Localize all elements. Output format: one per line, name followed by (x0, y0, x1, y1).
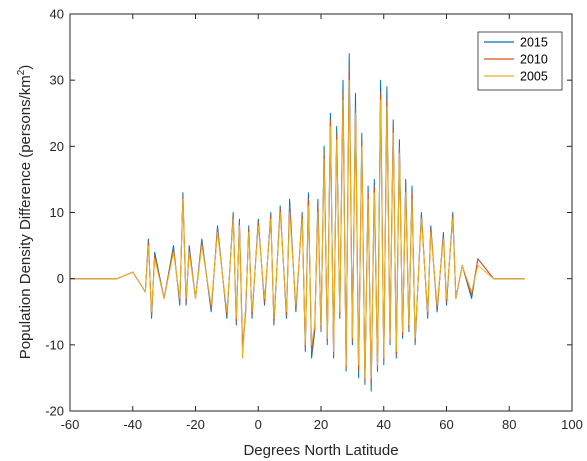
legend-label-2005: 2005 (520, 70, 548, 84)
series-line-2005 (70, 79, 525, 379)
x-tick-label: 100 (561, 417, 583, 432)
legend-label-2010: 2010 (520, 53, 548, 67)
y-tick-label: 10 (50, 205, 64, 220)
y-axis: -20 -10 0 10 20 30 40 (45, 7, 572, 419)
x-tick-label: -40 (123, 417, 142, 432)
x-tick-label: 80 (502, 417, 516, 432)
x-tick-label: 0 (255, 417, 262, 432)
x-tick-label: 20 (314, 417, 328, 432)
x-tick-label: -60 (61, 417, 80, 432)
x-tick-label: 60 (439, 417, 453, 432)
y-tick-label: 20 (50, 139, 64, 154)
x-axis-label: Degrees North Latitude (243, 442, 398, 459)
y-tick-label: 0 (57, 271, 64, 286)
y-axis-label-superscript: 2 (16, 69, 27, 75)
x-axis: -60 -40 -20 0 20 40 60 80 100 (61, 14, 583, 432)
y-tick-label: 40 (50, 7, 64, 22)
y-axis-label: Population Density Difference (persons/k… (16, 65, 34, 360)
y-tick-label: -10 (45, 337, 64, 352)
legend: 2015 2010 2005 (477, 31, 563, 91)
x-tick-label: -20 (186, 417, 205, 432)
legend-label-2015: 2015 (520, 36, 548, 50)
series-layer (70, 53, 525, 392)
x-tick-label: 40 (377, 417, 391, 432)
y-tick-label: -20 (45, 404, 64, 419)
y-tick-label: 30 (50, 73, 64, 88)
